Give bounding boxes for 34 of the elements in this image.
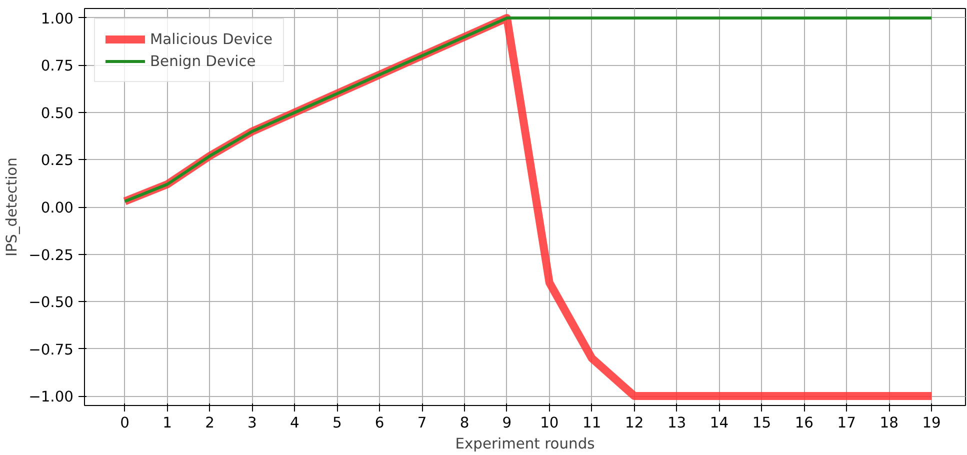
x-tick-label: 12 bbox=[625, 414, 644, 432]
y-tick-label: 0.25 bbox=[40, 152, 74, 170]
y-tick-label: −1.00 bbox=[28, 388, 74, 406]
x-tick-label: 7 bbox=[417, 414, 427, 432]
x-tick-label: 11 bbox=[582, 414, 602, 432]
x-tick-label: 8 bbox=[460, 414, 470, 432]
x-tick-label: 3 bbox=[248, 414, 257, 432]
y-tick-label: −0.50 bbox=[28, 294, 74, 312]
x-axis-title: Experiment rounds bbox=[455, 436, 595, 452]
x-tick-label: 0 bbox=[120, 414, 130, 432]
y-tick-label: 0.75 bbox=[40, 58, 74, 75]
x-tick-label: 14 bbox=[710, 414, 729, 432]
x-tick-label: 1 bbox=[162, 414, 172, 432]
x-tick-label: 2 bbox=[205, 414, 214, 432]
x-tick-label: 10 bbox=[540, 414, 559, 432]
legend-label: Benign Device bbox=[150, 52, 256, 70]
x-tick-label: 19 bbox=[922, 414, 941, 432]
x-tick-label: 15 bbox=[752, 414, 772, 432]
y-tick-label: 0.00 bbox=[40, 200, 74, 216]
y-tick-label: 0.50 bbox=[40, 104, 74, 122]
x-tick-label: 18 bbox=[880, 414, 898, 432]
legend-label: Malicious Device bbox=[150, 30, 273, 48]
x-tick-label: 5 bbox=[332, 414, 342, 432]
x-tick-label: 17 bbox=[837, 414, 856, 432]
y-tick-label: 1.00 bbox=[40, 10, 74, 28]
y-tick-label: −0.75 bbox=[28, 341, 74, 358]
y-tick-label: −0.25 bbox=[28, 246, 74, 264]
x-tick-label: 13 bbox=[667, 414, 686, 432]
line-series bbox=[123, 16, 934, 203]
x-tick-label: 4 bbox=[290, 414, 300, 432]
x-tick-label: 6 bbox=[374, 414, 384, 432]
x-tick-label: 16 bbox=[794, 414, 814, 432]
y-axis-title: IPS_detection bbox=[4, 157, 21, 257]
x-tick-label: 9 bbox=[502, 414, 512, 432]
